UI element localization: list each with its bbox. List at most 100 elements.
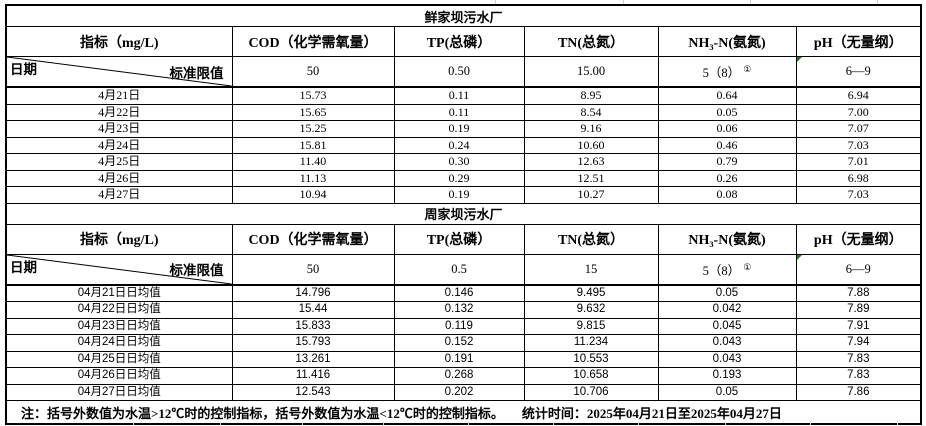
value-cell: 0.11 [393, 103, 525, 121]
limit-cod: 50 [231, 253, 395, 286]
plant1-title-row: 鲜家坝污水厂 [5, 4, 922, 27]
limit-ph: 6—9 [795, 253, 922, 286]
gridline-stub [383, 422, 384, 426]
value-cell: 0.30 [393, 153, 525, 171]
gridline-stub [468, 422, 469, 426]
value-cell: 11.40 [231, 153, 395, 171]
table-row: 04月27日日均值 12.543 0.202 10.706 0.05 7.86 [5, 383, 922, 401]
value-cell: 15.793 [231, 334, 395, 352]
value-cell: 7.07 [795, 120, 922, 138]
value-cell: 10.60 [523, 136, 659, 154]
col-header-tn: TN(总氮） [523, 223, 659, 255]
table-row: 4月25日 11.40 0.30 12.63 0.79 7.01 [5, 153, 922, 171]
value-cell: 7.00 [795, 103, 922, 121]
value-cell: 0.045 [657, 317, 797, 335]
date-cell: 04月26日日均值 [5, 367, 233, 385]
value-cell: 0.043 [657, 334, 797, 352]
water-quality-report: 鲜家坝污水厂 指标（mg/L) COD（化学需氧量） TP(总磷） TN(总氮）… [5, 4, 923, 425]
value-cell: 11.416 [231, 367, 395, 385]
value-cell: 15.73 [231, 86, 395, 105]
date-cell: 4月27日 [5, 186, 233, 204]
value-cell: 15.25 [231, 120, 395, 138]
value-cell: 15.833 [231, 317, 395, 335]
value-cell: 0.042 [657, 301, 797, 319]
limit-ph: 6—9 [795, 56, 922, 88]
value-cell: 15.44 [231, 301, 395, 319]
limit-tp: 0.50 [393, 56, 525, 88]
date-cell: 04月24日日均值 [5, 334, 233, 352]
value-cell: 0.08 [657, 186, 797, 204]
footnote-marker: ① [743, 63, 752, 74]
value-cell: 10.553 [523, 350, 659, 368]
col-header-tp: TP(总磷） [393, 223, 525, 255]
gridline-stub [553, 422, 554, 426]
value-cell: 0.11 [393, 86, 525, 105]
table-row: 4月27日 10.94 0.19 10.27 0.08 7.03 [5, 186, 922, 204]
gridline-stub [638, 422, 639, 426]
value-cell: 0.29 [393, 169, 525, 187]
value-cell: 6.94 [795, 86, 922, 105]
table-row: 4月26日 11.13 0.29 12.51 0.26 6.98 [5, 169, 922, 187]
table-row: 04月23日日均值 15.833 0.119 9.815 0.045 7.91 [5, 317, 922, 335]
value-cell: 10.658 [523, 367, 659, 385]
value-cell: 0.043 [657, 350, 797, 368]
value-cell: 9.815 [523, 317, 659, 335]
value-cell: 0.06 [657, 120, 797, 138]
date-cell: 04月22日日均值 [5, 301, 233, 319]
col-header-indicator: 指标（mg/L) [5, 223, 233, 255]
table-row: 04月24日日均值 15.793 0.152 11.234 0.043 7.94 [5, 334, 922, 352]
gridline-stub [495, 0, 496, 4]
value-cell: 0.24 [393, 136, 525, 154]
value-cell: 0.202 [393, 383, 525, 401]
value-cell: 9.16 [523, 120, 659, 138]
col-header-ph: pH（无量纲） [795, 26, 922, 57]
table-row: 4月24日 15.81 0.24 10.60 0.46 7.03 [5, 136, 922, 154]
value-cell: 0.268 [393, 367, 525, 385]
value-cell: 0.19 [393, 186, 525, 204]
cell-flag-icon [797, 254, 802, 260]
date-cell: 04月27日日均值 [5, 383, 233, 401]
col-header-tn: TN(总氮） [523, 26, 659, 57]
footer-row: 注：括号外数值为水温>12℃时的控制指标，括号外数值为水温<12℃时的控制指标。… [5, 400, 922, 425]
col-header-nh3n: NH₃-N(氨氮) [657, 26, 797, 57]
gridline-stub [725, 422, 726, 426]
table-row: 04月22日日均值 15.44 0.132 9.632 0.042 7.89 [5, 301, 922, 319]
gridline-stub [302, 422, 303, 426]
date-cell: 4月23日 [5, 120, 233, 138]
date-cell: 04月23日日均值 [5, 317, 233, 335]
value-cell: 0.193 [657, 367, 797, 385]
limit-tn: 15 [523, 253, 659, 286]
date-cell: 4月22日 [5, 103, 233, 121]
gridline-stub [877, 0, 878, 4]
col-header-indicator: 指标（mg/L) [5, 26, 233, 57]
plant2-title-row: 周家坝污水厂 [5, 202, 922, 225]
value-cell: 8.95 [523, 86, 659, 105]
plant-title: 鲜家坝污水厂 [5, 4, 922, 27]
footnote-marker: ① [743, 261, 752, 272]
table-row: 04月25日日均值 13.261 0.191 10.553 0.043 7.83 [5, 350, 922, 368]
value-cell: 7.89 [795, 301, 922, 319]
value-cell: 13.261 [231, 350, 395, 368]
col-header-nh3n: NH₃-N(氨氮) [657, 223, 797, 255]
value-cell: 7.03 [795, 186, 922, 204]
value-cell: 0.19 [393, 120, 525, 138]
corner-limit-label: 标准限值 [169, 263, 224, 278]
corner-date-label: 日期 [10, 259, 37, 275]
gridline-stub [220, 422, 221, 426]
plant-title: 周家坝污水厂 [5, 202, 922, 225]
gridline-stub [133, 422, 134, 426]
diagonal-line [7, 57, 232, 86]
plant2-limit-row: 日期 标准限值 50 0.5 15 5（8） ① 6—9 [5, 253, 922, 286]
value-cell: 7.01 [795, 153, 922, 171]
value-cell: 0.26 [657, 169, 797, 187]
gridline-stub [623, 0, 624, 4]
corner-limit-label: 标准限值 [169, 65, 224, 81]
value-cell: 0.79 [657, 153, 797, 171]
value-cell: 0.146 [393, 284, 525, 302]
value-cell: 10.706 [523, 383, 659, 401]
col-header-cod: COD（化学需氧量） [231, 26, 395, 57]
limit-nh3n: 5（8） ① [657, 253, 797, 286]
date-cell: 04月21日日均值 [5, 284, 233, 302]
gridline-stub [897, 422, 898, 426]
value-cell: 11.13 [231, 169, 395, 187]
